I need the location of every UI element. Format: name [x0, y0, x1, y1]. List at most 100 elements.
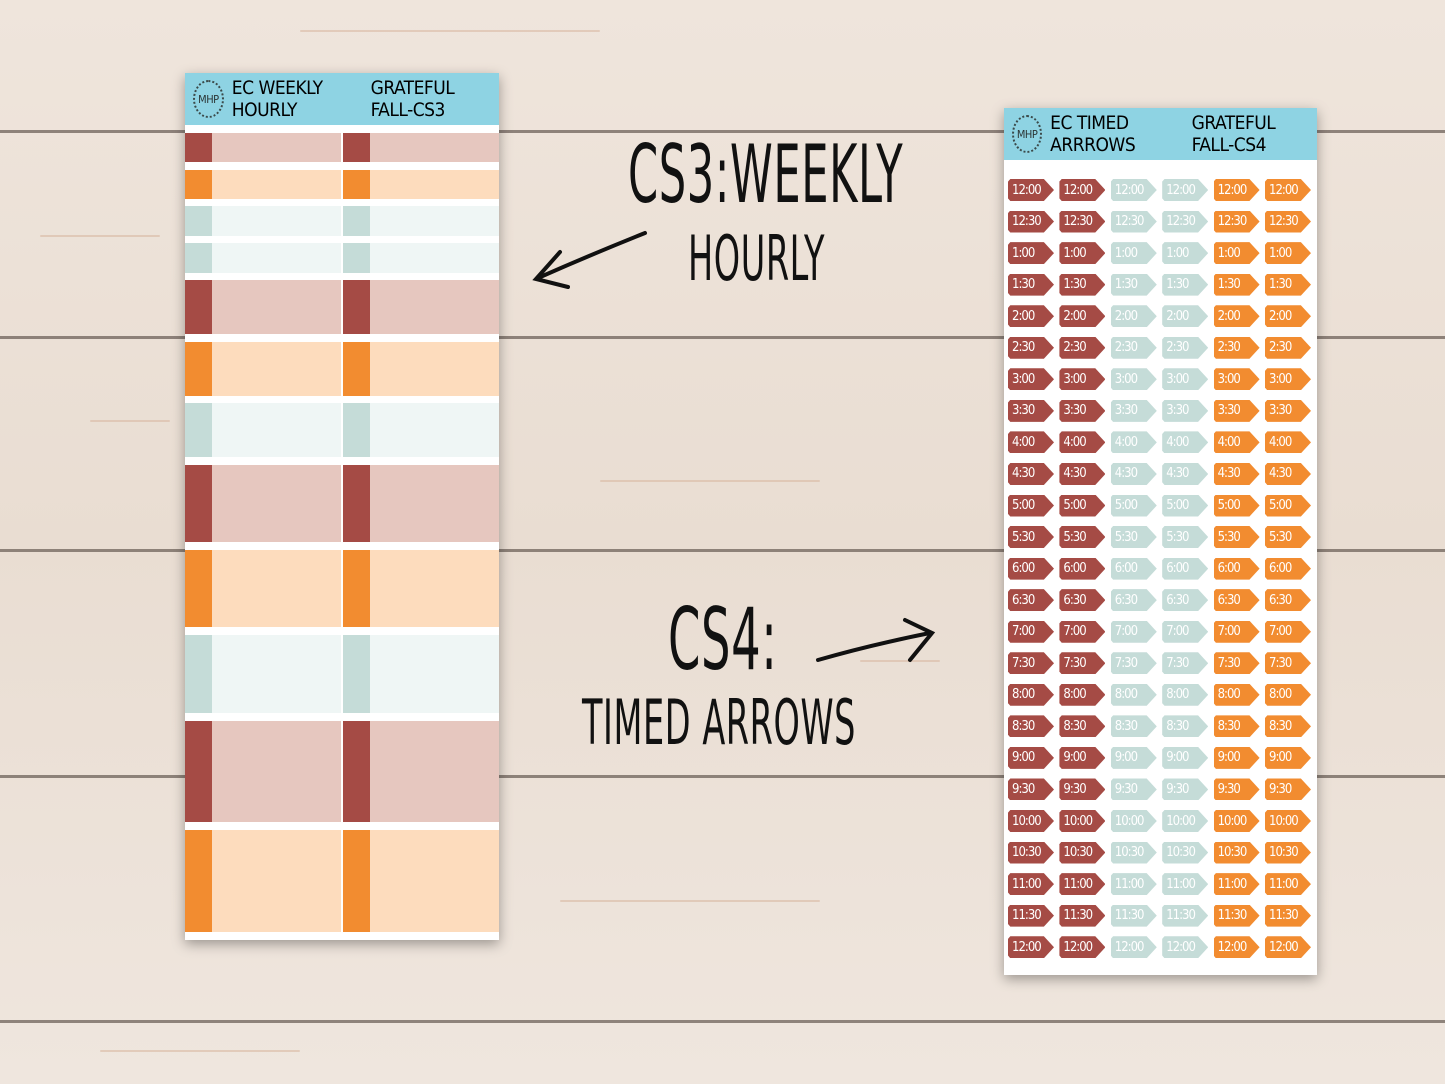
hourly-row [185, 342, 499, 396]
time-arrow-sticker: 5:00 [1213, 494, 1260, 517]
time-arrow-sticker: 6:00 [1265, 557, 1311, 580]
cs3-weekly-hourly-sheet: MHP EC WEEKLY HOURLY GRATEFUL FALL-CS3 [185, 73, 499, 940]
time-arrow-sticker: 5:30 [1265, 526, 1311, 549]
hourly-write-area [370, 280, 499, 334]
time-arrow-sticker: 10:00 [1213, 810, 1260, 832]
time-arrow-sticker: 10:00 [1265, 810, 1311, 832]
hourly-write-area [370, 133, 499, 162]
time-arrow-sticker: 2:00 [1059, 305, 1106, 328]
time-arrow-sticker: 3:00 [1213, 368, 1260, 391]
time-arrow-sticker: 8:00 [1213, 683, 1260, 706]
time-arrow-sticker: 1:00 [1162, 242, 1209, 265]
time-arrow-sticker: 6:30 [1008, 589, 1054, 612]
time-arrow-sticker: 11:00 [1162, 873, 1209, 896]
time-arrow-sticker: 9:00 [1162, 746, 1209, 769]
time-arrow-sticker: 8:30 [1213, 715, 1260, 738]
hourly-write-area [212, 403, 341, 457]
hourly-color-block [343, 206, 370, 236]
time-arrow-sticker: 1:30 [1059, 273, 1106, 296]
hourly-row [185, 635, 499, 713]
time-arrow-sticker: 2:30 [1110, 336, 1157, 359]
time-arrow-sticker: 3:30 [1213, 399, 1260, 422]
time-arrow-sticker: 10:30 [1008, 841, 1054, 864]
time-arrow-sticker: 10:30 [1110, 841, 1157, 864]
time-arrow-sticker: 1:30 [1265, 273, 1311, 296]
time-arrow-sticker: 10:30 [1162, 841, 1209, 864]
cs3-label-line2: HOURLY [688, 222, 825, 295]
time-arrow-sticker: 11:00 [1008, 873, 1054, 896]
time-arrow-sticker: 4:00 [1059, 431, 1106, 454]
time-arrow-sticker: 4:30 [1110, 462, 1157, 485]
time-arrow-sticker: 3:00 [1110, 368, 1157, 391]
time-arrow-sticker: 11:00 [1213, 873, 1260, 896]
time-arrow-sticker: 6:30 [1162, 589, 1209, 612]
time-arrow-sticker: 8:30 [1008, 715, 1054, 738]
hourly-row [185, 133, 499, 162]
hourly-color-block [343, 465, 370, 542]
hourly-write-area [212, 635, 341, 713]
time-arrow-sticker: 11:30 [1213, 904, 1260, 927]
hourly-write-area [212, 206, 341, 236]
time-arrow-sticker: 9:00 [1059, 746, 1106, 769]
time-arrow-sticker: 12:30 [1059, 210, 1106, 233]
time-arrow-sticker: 5:30 [1110, 526, 1157, 549]
hourly-color-block [343, 133, 370, 162]
cs4-label-line1: CS4: [668, 590, 778, 690]
hourly-write-area [212, 133, 341, 162]
hourly-write-area [370, 170, 499, 199]
time-arrow-sticker: 8:30 [1110, 715, 1157, 738]
hourly-color-block [185, 133, 212, 162]
time-arrow-sticker: 10:00 [1162, 810, 1209, 832]
time-arrow-sticker: 7:00 [1008, 620, 1054, 643]
time-arrow-sticker: 11:00 [1110, 873, 1157, 896]
time-arrow-sticker: 8:30 [1162, 715, 1209, 738]
hourly-color-block [343, 403, 370, 457]
time-arrow-sticker: 12:00 [1213, 179, 1260, 201]
hourly-write-area [370, 721, 499, 822]
hourly-write-area [370, 206, 499, 236]
time-arrow-sticker: 7:30 [1213, 652, 1260, 675]
time-arrow-sticker: 12:00 [1008, 936, 1054, 959]
time-arrow-sticker: 5:30 [1213, 526, 1260, 549]
time-arrow-sticker: 5:30 [1162, 526, 1209, 549]
time-arrow-sticker: 2:30 [1162, 336, 1209, 359]
time-arrow-sticker: 3:30 [1265, 399, 1311, 422]
time-arrow-sticker: 3:00 [1265, 368, 1311, 391]
time-arrow-sticker: 8:00 [1059, 683, 1106, 706]
time-arrow-sticker: 4:00 [1008, 431, 1054, 454]
hourly-row [185, 206, 499, 236]
time-arrow-sticker: 5:00 [1265, 494, 1311, 517]
time-arrow-sticker: 5:00 [1059, 494, 1106, 517]
cs4-timed-arrows-sheet: MHP EC TIMED ARRROWS GRATEFUL FALL-CS4 1… [1004, 108, 1317, 975]
hourly-color-block [185, 721, 212, 822]
time-arrow-sticker: 11:30 [1008, 904, 1054, 927]
hourly-write-area [370, 342, 499, 396]
time-arrow-sticker: 9:30 [1213, 778, 1260, 801]
hourly-write-area [370, 550, 499, 627]
time-arrow-sticker: 6:30 [1213, 589, 1260, 612]
time-arrow-sticker: 6:30 [1059, 589, 1106, 612]
time-arrow-sticker: 10:30 [1265, 841, 1311, 864]
time-arrow-sticker: 12:00 [1059, 179, 1106, 201]
time-arrow-sticker: 12:00 [1059, 936, 1106, 959]
hourly-color-block [185, 243, 212, 273]
time-arrow-sticker: 6:00 [1162, 557, 1209, 580]
time-arrow-sticker: 7:30 [1059, 652, 1106, 675]
sheet-subtitle: GRATEFUL FALL-CS4 [1191, 112, 1276, 156]
hourly-row [185, 465, 499, 542]
hourly-write-area [370, 635, 499, 713]
time-arrow-sticker: 5:00 [1110, 494, 1157, 517]
time-arrow-sticker: 2:30 [1008, 336, 1054, 359]
hourly-write-area [370, 403, 499, 457]
hourly-color-block [343, 721, 370, 822]
hourly-row [185, 243, 499, 273]
time-arrow-sticker: 7:00 [1213, 620, 1260, 643]
time-arrow-sticker: 4:00 [1213, 431, 1260, 454]
time-arrow-sticker: 1:00 [1008, 242, 1054, 265]
hourly-color-block [185, 465, 212, 542]
hourly-write-area [370, 243, 499, 273]
hourly-write-area [212, 170, 341, 199]
time-arrow-sticker: 9:00 [1110, 746, 1157, 769]
cs3-label-line1: CS3:WEEKLY [628, 128, 904, 221]
